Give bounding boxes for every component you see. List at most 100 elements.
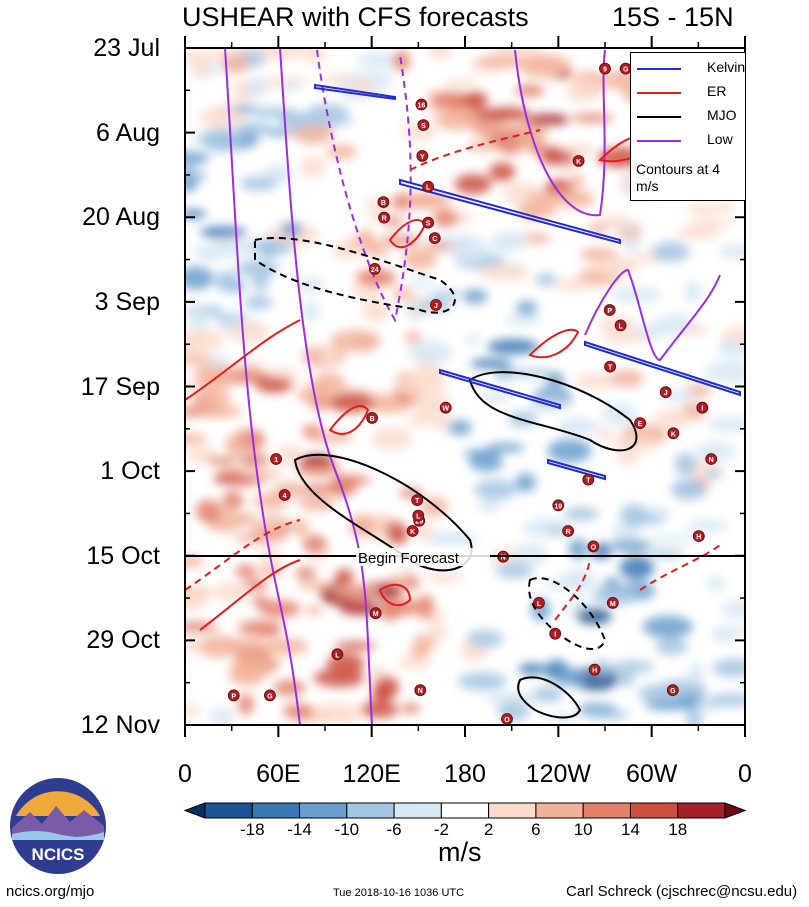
shade-cell (686, 519, 729, 533)
storm-marker-label: 1 (274, 457, 278, 464)
shade-cell (707, 416, 745, 433)
contour-mjo (517, 676, 582, 719)
shade-cell (278, 81, 300, 93)
storm-marker: 24 (368, 262, 381, 275)
shade-cell (239, 518, 288, 529)
storm-marker: H (692, 530, 705, 542)
shade-cell (234, 531, 286, 545)
shade-cell (676, 226, 720, 240)
storm-marker-label: 4 (283, 493, 287, 500)
shade-cell (565, 417, 594, 427)
storm-marker-label: K (410, 529, 415, 536)
storm-marker-icon (606, 597, 619, 609)
shade-cell (527, 143, 550, 154)
contour-er (185, 319, 301, 401)
storm-marker-label: O (591, 544, 597, 551)
colorbar-tick-label: -14 (287, 820, 312, 839)
shade-cell (214, 270, 240, 292)
contour-low (584, 268, 721, 362)
storm-marker: B (366, 411, 379, 424)
storm-marker: L (422, 180, 435, 193)
colorbar-tick-label: 14 (620, 820, 640, 839)
shade-cell (235, 564, 257, 579)
colorbar-tick-label: -10 (334, 820, 360, 839)
x-tick-label: 60E (256, 760, 301, 788)
legend-line (637, 140, 681, 142)
colorbar-tick-label: 2 (483, 820, 494, 839)
shade-cell (186, 446, 217, 463)
colorbar-tick-label: 18 (668, 820, 688, 839)
shade-cell (305, 605, 323, 615)
colorbar-swatch (535, 802, 584, 819)
shade-cell (386, 523, 409, 545)
shade-cell (185, 169, 208, 183)
contour-er (378, 583, 412, 607)
shade-cell (209, 707, 235, 725)
logo-wave (12, 831, 104, 840)
shade-cell (547, 438, 592, 463)
contour-er (409, 129, 541, 171)
shade-cell (619, 555, 654, 580)
legend-label: MJO (707, 107, 737, 123)
shade-cell (490, 231, 531, 251)
storm-marker-label: R (566, 529, 571, 536)
shade-cell (362, 299, 390, 323)
storm-marker-label: 24 (371, 267, 379, 274)
storm-marker-icon (366, 411, 379, 424)
shade-cell (229, 322, 271, 344)
shade-cell (298, 454, 334, 466)
shade-cell (610, 538, 649, 547)
shade-cell (296, 581, 335, 590)
logo-mountains (12, 806, 104, 836)
shade-cell (426, 48, 454, 58)
storm-marker-label: N (418, 688, 423, 695)
shade-cell (185, 433, 208, 445)
shade-cell (623, 234, 640, 253)
colorbar-tick-label: -18 (239, 820, 265, 839)
storm-marker: O (501, 713, 513, 725)
storm-marker-label: Y (420, 154, 425, 161)
colorbar-tick-label: -2 (433, 820, 449, 839)
shade-cell (466, 630, 504, 648)
y-tick-label: 17 Sep (80, 372, 160, 401)
shade-cell (481, 390, 510, 404)
storm-marker-label: T (586, 478, 591, 485)
shade-cell (593, 256, 639, 277)
storm-marker-label: O (504, 717, 510, 724)
shade-cell (515, 84, 545, 98)
contour-low (316, 49, 412, 323)
y-tick-label: 12 Nov (80, 711, 160, 739)
storm-marker-label: I (701, 406, 703, 413)
storm-marker-icon (614, 319, 627, 332)
storm-marker-label: B (370, 416, 375, 423)
storm-marker-icon (562, 525, 574, 537)
shade-cell (597, 427, 614, 441)
shade-cell (464, 334, 482, 346)
storm-marker-icon (705, 453, 718, 465)
storm-marker-icon (411, 494, 424, 507)
shade-cell (651, 241, 690, 262)
shade-cell (228, 666, 265, 686)
shade-cell (404, 331, 422, 344)
shade-cell (236, 259, 280, 277)
storm-marker-label: M (373, 611, 379, 618)
storm-marker: S (417, 119, 430, 131)
storm-marker-label: I (554, 632, 556, 639)
shade-cell (400, 703, 421, 714)
storm-marker: K (667, 427, 680, 440)
shade-cell (213, 105, 239, 118)
shade-cell (655, 637, 688, 656)
shade-cell (688, 662, 705, 683)
storm-marker-label: G (670, 688, 676, 695)
storm-marker: P (603, 304, 616, 316)
legend-line (637, 68, 681, 70)
shade-cell (406, 279, 439, 288)
shade-cell (334, 568, 354, 585)
legend-label: Kelvin (707, 59, 746, 75)
shade-cell (457, 672, 508, 691)
storm-marker: L (412, 509, 425, 522)
storm-marker-icon (429, 298, 442, 311)
storm-marker-icon (582, 473, 595, 486)
x-tick-label: 0 (178, 760, 192, 788)
x-tick-label: 0 (738, 760, 752, 788)
